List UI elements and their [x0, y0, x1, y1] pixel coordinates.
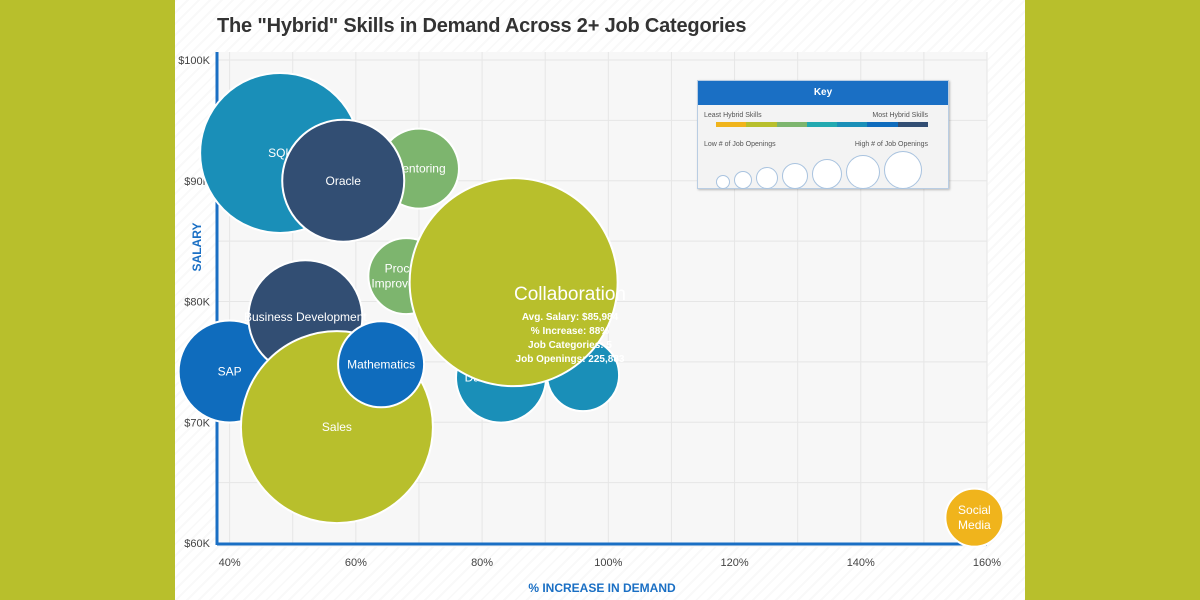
bubble-label: SAP: [218, 365, 242, 379]
bubble-circle: [337, 320, 426, 409]
legend-most-hybrid-label: Most Hybrid Skills: [872, 112, 928, 119]
legend-openings-row: Low # of Job Openings High # of Job Open…: [698, 141, 948, 148]
x-tick-labels: 40% 60% 80% 100% 120% 140% 160%: [219, 557, 1002, 569]
legend-low-openings-label: Low # of Job Openings: [704, 141, 776, 148]
legend-color-swatch: [716, 122, 747, 127]
bubbles: SQLMentoringOracleProcessImprovementData…: [177, 71, 1005, 548]
bubble-circle: [281, 118, 406, 243]
legend-size-circle: [846, 155, 880, 189]
callout-line-salary: Avg. Salary: $85,984: [522, 312, 619, 323]
legend-color-swatch: [746, 122, 777, 127]
x-tick-label: 140%: [847, 557, 875, 569]
legend-color-swatch: [806, 122, 838, 127]
legend-color-swatch: [776, 122, 807, 127]
y-axis-label: SALARY: [190, 223, 204, 272]
legend-high-openings-label: High # of Job Openings: [854, 141, 928, 148]
x-tick-label: 80%: [471, 557, 493, 569]
bubble-label: Sales: [322, 420, 352, 434]
x-tick-label: 40%: [219, 557, 241, 569]
collaboration-callout: Collaboration Avg. Salary: $85,984 % Inc…: [514, 284, 626, 365]
x-tick-label: 120%: [720, 557, 748, 569]
legend-size-circle: [884, 151, 922, 189]
legend-size-circle: [756, 167, 778, 189]
legend-color-swatch: [897, 122, 928, 127]
legend-color-swatch: [867, 122, 898, 127]
legend-color-scale: [716, 122, 928, 127]
legend-size-circle: [782, 163, 808, 189]
legend-key-title: Key: [698, 81, 948, 105]
legend-size-circle: [812, 159, 842, 189]
chart-title: The "Hybrid" Skills in Demand Across 2+ …: [217, 15, 747, 37]
bubble-label: Media: [958, 518, 991, 532]
legend-hybrid-row: Least Hybrid Skills Most Hybrid Skills: [698, 112, 948, 119]
bubble-circle: [408, 177, 619, 388]
bubble-label: Mathematics: [347, 357, 415, 371]
x-tick-label: 100%: [594, 557, 622, 569]
callout-line-categories: Job Categories: 5: [528, 340, 612, 351]
legend-key: Key Least Hybrid Skills Most Hybrid Skil…: [697, 80, 949, 189]
y-tick-labels: $60K$70K$80K$90K$100K: [178, 55, 210, 550]
bubble-oracle[interactable]: Oracle: [281, 118, 406, 243]
bubble-circle: [944, 487, 1005, 548]
x-tick-label: 160%: [973, 557, 1001, 569]
y-tick-label: $80K: [184, 297, 210, 309]
bubble-label: Social: [958, 503, 991, 517]
bubble-collaboration[interactable]: [408, 177, 619, 388]
legend-least-hybrid-label: Least Hybrid Skills: [704, 112, 762, 119]
callout-line-openings: Job Openings: 225,883: [516, 354, 625, 365]
legend-color-swatch: [837, 122, 868, 127]
legend-size-scale: [716, 151, 948, 189]
y-tick-label: $100K: [178, 55, 210, 67]
legend-size-circle: [716, 175, 730, 189]
bubble-label: Oracle: [326, 174, 362, 188]
callout-line-increase: % Increase: 88%: [531, 326, 609, 337]
x-axis-label: % INCREASE IN DEMAND: [528, 581, 676, 595]
y-tick-label: $60K: [184, 538, 210, 550]
callout-title: Collaboration: [514, 284, 626, 305]
y-tick-label: $70K: [184, 417, 210, 429]
x-tick-label: 60%: [345, 557, 367, 569]
bubble-label: Mentoring: [392, 162, 445, 176]
bubble-mathematics[interactable]: Mathematics: [337, 320, 426, 409]
legend-size-circle: [734, 171, 752, 189]
bubble-label: Business Development: [244, 310, 367, 324]
